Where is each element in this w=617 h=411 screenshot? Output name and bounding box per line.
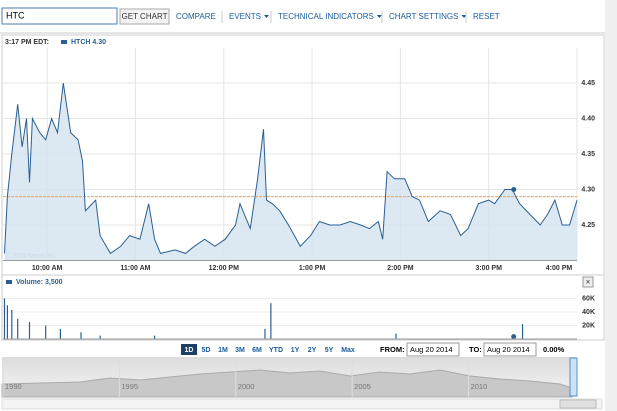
x-tick-label: 11:00 AM <box>120 265 150 272</box>
volume-bar <box>264 328 266 339</box>
range-label[interactable]: Max <box>341 347 355 354</box>
range-bar: 1D 5D 1M 3M 6M YTD 1Y 2Y 5Y Max FROM: Aug 20 2014 TO… <box>181 342 565 357</box>
from-value[interactable]: Aug 20 2014 <box>410 345 453 354</box>
from-input[interactable] <box>406 342 460 357</box>
navigator-area <box>1 369 573 398</box>
time-label: 3:17 PM EDT: <box>5 39 49 46</box>
symbol-input[interactable] <box>1 7 118 25</box>
navigator-axis: 1990 1995 2000 2005 2010 <box>2 357 488 397</box>
range-label[interactable]: 5D <box>202 347 211 354</box>
range-button[interactable] <box>266 344 286 355</box>
range-label[interactable]: 1Y <box>291 347 300 354</box>
range-button[interactable] <box>338 344 358 355</box>
legend-entry: HTCH 4.30 <box>71 39 106 46</box>
range-button[interactable] <box>215 344 231 355</box>
menu-item[interactable]: CHART SETTINGS <box>389 12 459 21</box>
volume-bar <box>17 318 19 339</box>
y-tick-label: 20K <box>582 322 595 329</box>
x-tick-label: 2:00 PM <box>387 265 414 272</box>
navigator-handle[interactable] <box>569 357 578 397</box>
range-label[interactable]: 2Y <box>308 347 317 354</box>
price-area <box>4 83 577 261</box>
volume-bar <box>3 298 6 339</box>
y-tick-label: 4.45 <box>581 80 595 87</box>
from-label: FROM: <box>380 345 405 354</box>
menu-item[interactable]: TECHNICAL INDICATORS <box>278 12 374 21</box>
range-button[interactable] <box>287 344 303 355</box>
price-line <box>4 82 578 255</box>
change: 0.00% <box>543 345 565 354</box>
y-tick-label: 4.35 <box>581 151 595 158</box>
chart-panel <box>1 34 605 341</box>
close-volume[interactable] <box>582 276 594 288</box>
menu-item[interactable]: EVENTS <box>229 12 261 21</box>
range-button[interactable] <box>321 344 337 355</box>
range-label[interactable]: 6M <box>252 347 262 354</box>
scrollbar <box>605 0 617 411</box>
navigator-scroll[interactable] <box>1 398 603 410</box>
dropdown-arrow <box>376 15 382 18</box>
legend-swatch <box>6 280 12 284</box>
close-icon[interactable]: × <box>586 278 591 287</box>
range-label[interactable]: 3M <box>235 347 245 354</box>
volume-bar <box>59 328 61 339</box>
to-label: TO: <box>469 345 482 354</box>
get-chart-label[interactable]: GET CHART <box>122 12 168 21</box>
dropdown-arrow <box>264 15 270 18</box>
x-tick-label: 12:00 PM <box>209 265 240 272</box>
y-tick-label: 60K <box>582 295 595 302</box>
x-tick-label: 10:00 AM <box>32 265 63 272</box>
range-label[interactable]: 5Y <box>325 347 334 354</box>
volume-chart: Volume: 3,500 20K 40K 60K <box>2 274 604 340</box>
dropdown-arrow <box>461 15 467 18</box>
nav-year: 2000 <box>238 382 255 391</box>
x-tick-label: 1:00 PM <box>299 265 326 272</box>
volume-bar <box>521 324 524 339</box>
x-tick-label: 3:00 PM <box>475 265 502 272</box>
menu-item[interactable]: COMPARE <box>176 12 216 21</box>
volume-bar <box>28 322 31 339</box>
volume-marker <box>511 334 517 340</box>
symbol-text[interactable]: HTC <box>6 10 25 20</box>
y-tick-label: 40K <box>582 309 595 316</box>
x-tick-label: 4:00 PM <box>546 265 573 272</box>
volume-bar <box>6 305 9 339</box>
y-tick-label: 4.30 <box>581 186 595 193</box>
to-input[interactable] <box>483 342 537 357</box>
range-button[interactable] <box>198 344 214 355</box>
y-tick-label: 4.40 <box>581 115 595 122</box>
legend-swatch <box>61 40 67 44</box>
menu-item[interactable]: RESET <box>473 12 500 21</box>
legend-entry: Volume: 3,500 <box>16 279 63 286</box>
volume-bar <box>395 333 397 339</box>
volume-bar <box>80 332 82 339</box>
range-label[interactable]: 1D <box>185 347 194 354</box>
nav-year: 2010 <box>471 382 488 391</box>
range-button[interactable] <box>232 344 248 355</box>
nav-year: 2005 <box>354 382 371 391</box>
scroll-thumb[interactable] <box>559 399 597 409</box>
volume-bar <box>153 335 156 339</box>
range-label[interactable]: YTD <box>269 347 283 354</box>
nav-year: 1995 <box>121 382 138 391</box>
volume-bar <box>45 325 47 339</box>
volume-bar <box>99 335 101 339</box>
range-button[interactable] <box>249 344 265 355</box>
price-marker <box>511 187 517 192</box>
range-label[interactable]: 1M <box>218 347 228 354</box>
range-button[interactable] <box>181 344 197 355</box>
price-chart: 3:17 PM EDT: HTCH 4.30 4.25 4.30 4.35 4.40 4.4… <box>3 39 595 272</box>
y-tick-label: 4.25 <box>581 222 595 229</box>
volume-bar <box>270 303 272 339</box>
range-button[interactable] <box>304 344 320 355</box>
volume-bar <box>11 309 13 339</box>
menu: COMPARE EVENTS TECHNICAL INDICATORS CHART S… <box>176 11 500 23</box>
to-value[interactable]: Aug 20 2014 <box>487 345 530 354</box>
nav-year: 1990 <box>5 382 22 391</box>
get-chart-button[interactable] <box>119 8 170 25</box>
